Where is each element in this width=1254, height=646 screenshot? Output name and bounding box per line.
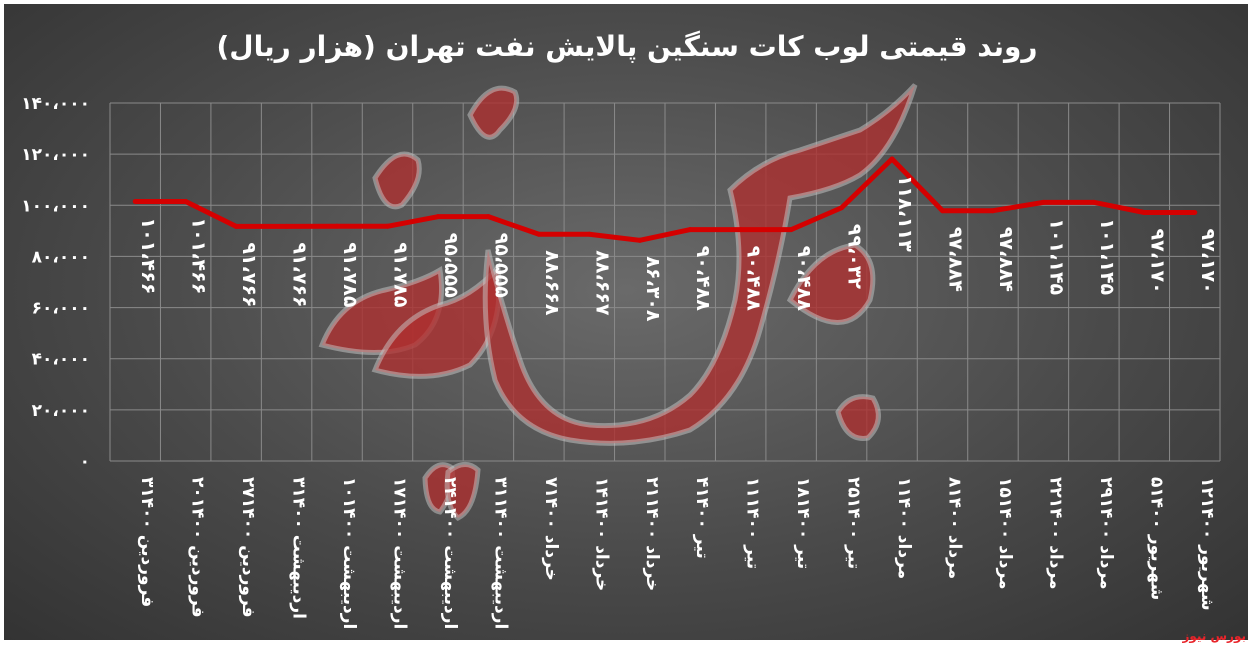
x-tick-label: ۱۴خرداد ۱۴۰۰ [591,477,611,591]
data-point [586,231,592,237]
x-tick-label: ۲۵تیر ۱۴۰۰ [844,477,864,569]
data-labels: ۱۰۱،۴۶۶ ۱۰۱،۴۶۶ ۹۱،۷۶۶ ۹۱،۷۶۶ ۹۱،۷۸۵ ۹۱،۷۸۵ ۹۵… [137,175,1219,322]
y-tick-label: ۲۰،۰۰۰ [32,401,90,421]
x-tick-label: ۵شهریور ۱۴۰۰ [1146,477,1166,600]
data-label: ۹۷،۸۸۴ [995,227,1017,292]
data-point [940,208,945,214]
watermark-text: بورس نیوز [1182,629,1246,643]
data-point [183,199,189,205]
data-point [738,227,744,233]
data-label: ۱۰۱،۴۶۶ [137,218,159,295]
y-tick-label: ۱۴۰،۰۰۰ [21,94,90,114]
data-point [233,223,239,229]
data-point [788,227,794,233]
x-tick-label: ۲۱خرداد ۱۴۰۰ [642,477,662,591]
x-tick-label: ۲۷فروردین ۱۴۰۰ [238,477,258,618]
data-point [334,223,340,229]
data-label: ۹۵،۵۵۵ [490,233,512,299]
y-tick-label: ۴۰،۰۰۰ [32,350,90,370]
x-tick-label: ۲۲مرداد ۱۴۰۰ [1045,477,1065,590]
x-tick-label: ۲۰فروردین ۱۴۰۰ [188,477,208,618]
data-label: ۱۰۱،۱۴۵ [1045,218,1067,295]
data-label: ۱۱۸،۱۱۳ [894,175,916,252]
data-point [990,208,996,214]
data-label: ۹۱،۷۸۵ [339,242,361,308]
x-tick-label: ۳اردیبهشت ۱۴۰۰ [289,477,309,619]
watermark-logo [318,83,918,521]
series-layer [132,156,1198,243]
data-label: ۱۰۱،۴۶۶ [188,218,210,295]
data-label: ۸۸،۶۶۷ [591,250,613,316]
x-tick-label: ۱۰اردیبهشت ۱۴۰۰ [339,477,359,629]
data-label: ۹۱،۷۸۵ [390,242,412,308]
x-axis-ticks: ۳فروردین ۱۴۰۰ ۲۰فروردین ۱۴۰۰ ۲۷فروردین ۱۴۰… [137,477,1217,629]
data-point [435,214,441,220]
data-point [1040,199,1046,205]
data-point [1192,210,1198,216]
data-label: ۹۷،۸۸۴ [945,227,967,292]
x-tick-label: ۱۵مرداد ۱۴۰۰ [995,477,1015,590]
data-point [637,237,643,243]
y-tick-label: ۱۲۰،۰۰۰ [21,145,90,165]
data-label: ۸۸،۶۶۸ [541,250,563,316]
x-tick-label: ۱۷اردیبهشت ۱۴۰۰ [390,477,410,629]
x-tick-label: ۲۴اردیبهشت ۱۴۰۰ [440,477,460,629]
data-label: ۹۰،۴۸۸ [793,246,815,312]
data-point [536,231,542,237]
x-tick-label: ۱۸تیر ۱۴۰۰ [793,477,813,569]
data-point [385,223,390,229]
data-point [485,214,491,220]
data-label: ۹۰،۴۸۸ [692,246,714,312]
data-label: ۱۰۱،۱۴۵ [1096,218,1118,295]
chart-title: روند قیمتی لوب کات سنگین پالایش نفت تهرا… [216,30,1038,63]
y-tick-label: ۰ [80,452,90,472]
x-tick-label: ۱مرداد ۱۴۰۰ [894,477,914,579]
y-axis-ticks: ۰ ۲۰،۰۰۰ ۴۰،۰۰۰ ۶۰،۰۰۰ ۸۰،۰۰۰ ۱۰۰،۰۰۰ ۱۲۰،۰۰۰ ۱… [21,94,90,472]
x-tick-label: ۷خرداد ۱۴۰۰ [541,477,561,581]
x-tick-label: ۳۱اردیبهشت ۱۴۰۰ [490,477,510,629]
data-label: ۹۷،۱۷۰ [1197,229,1219,294]
data-label: ۹۵،۵۵۵ [440,233,462,299]
price-series-line [135,156,1195,243]
data-point [687,227,693,233]
data-label: ۹۱،۷۶۶ [289,242,311,307]
data-point [839,205,845,211]
data-point [1091,199,1097,205]
data-label: ۹۹،۰۳۲ [844,224,866,290]
y-tick-label: ۶۰،۰۰۰ [32,299,90,319]
y-tick-label: ۸۰،۰۰۰ [32,247,90,267]
x-tick-label: ۱۱تیر ۱۴۰۰ [743,477,763,569]
x-tick-label: ۴تیر ۱۴۰۰ [692,477,712,559]
x-tick-label: ۱۲شهریور ۱۴۰۰ [1197,477,1217,611]
x-tick-label: ۳فروردین ۱۴۰۰ [137,477,157,607]
data-point [132,199,138,205]
y-tick-label: ۱۰۰،۰۰۰ [21,196,90,216]
data-point [889,156,895,162]
data-label: ۸۶،۳۰۸ [642,256,664,322]
data-label: ۹۷،۱۷۰ [1146,229,1168,294]
x-tick-label: ۸مرداد ۱۴۰۰ [945,477,965,579]
x-tick-label: ۲۹مرداد ۱۴۰۰ [1096,477,1116,590]
data-label: ۹۰،۴۸۸ [743,246,765,312]
data-point [1141,210,1147,216]
data-point [284,223,290,229]
data-label: ۹۱،۷۶۶ [238,242,260,307]
